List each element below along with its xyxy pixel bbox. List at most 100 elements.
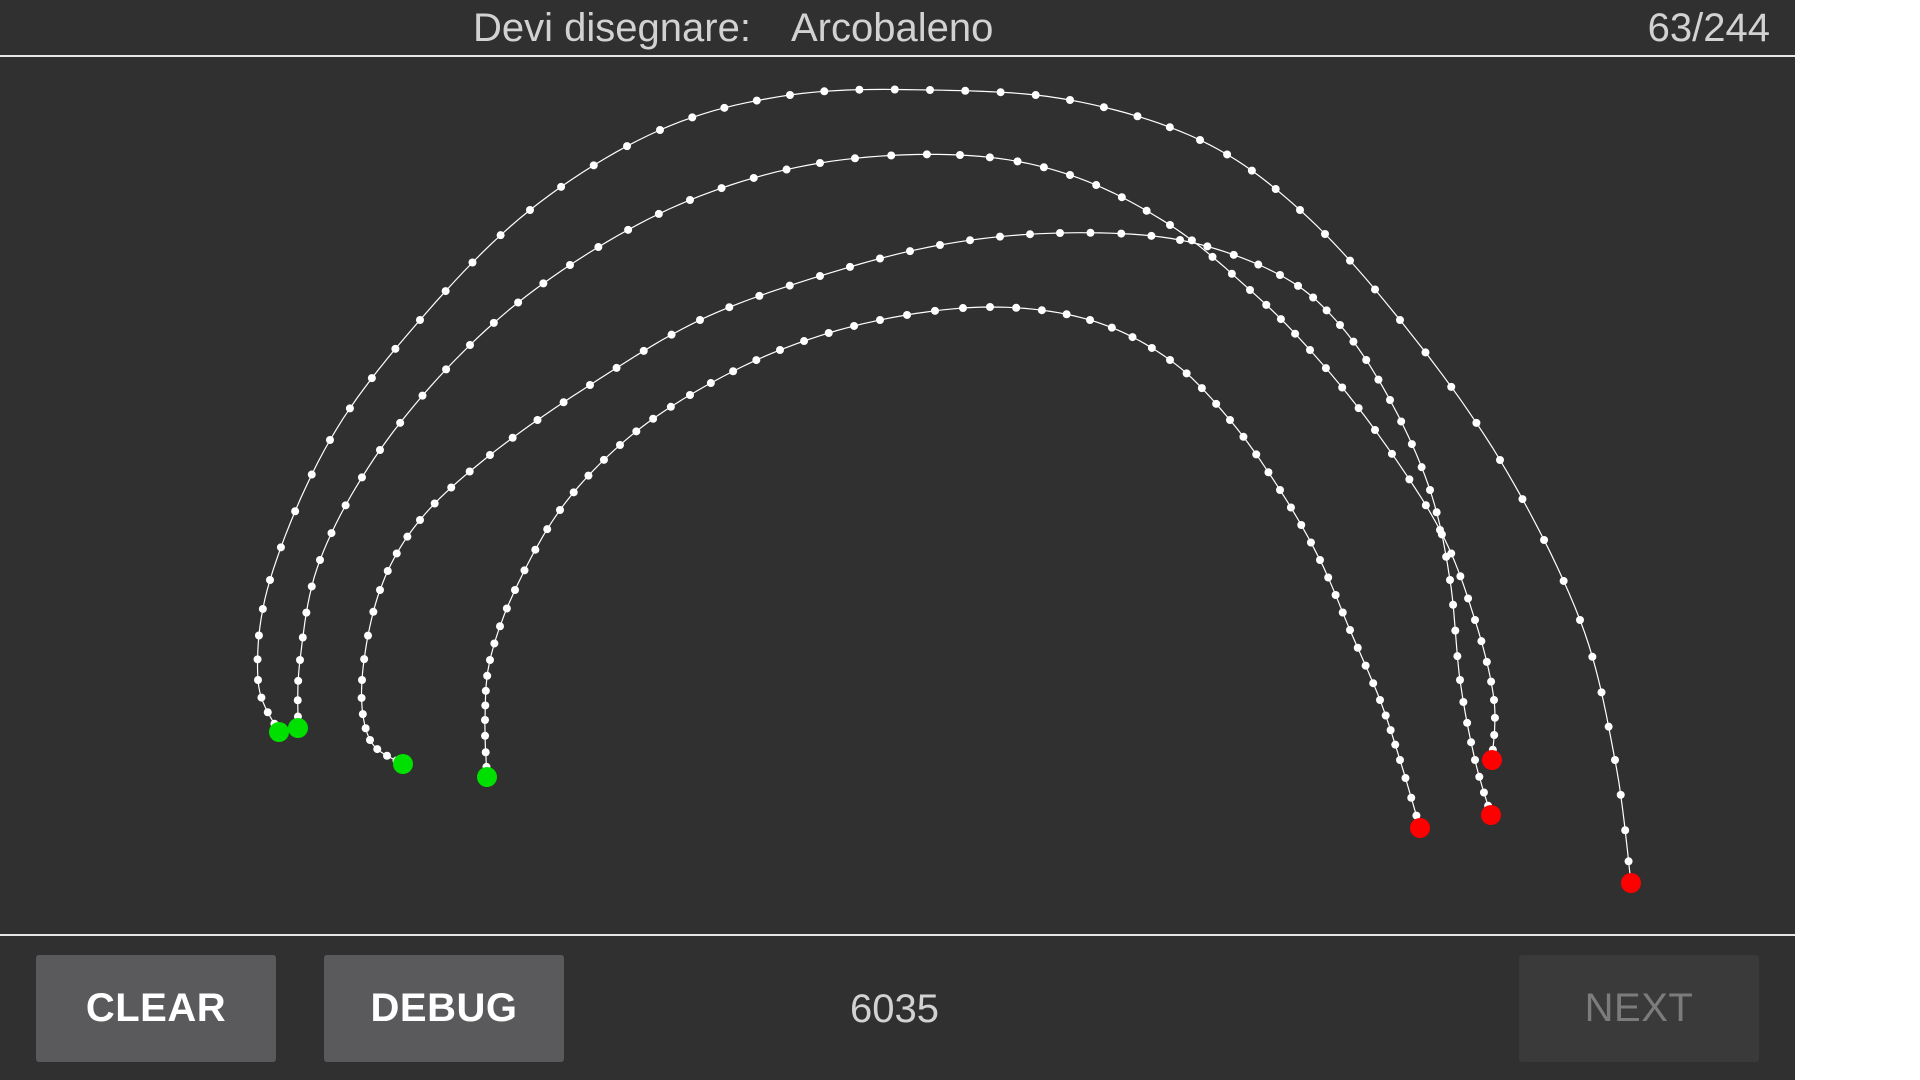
stroke-sample-point bbox=[1417, 463, 1426, 472]
stroke-sample-point bbox=[1271, 184, 1280, 193]
stroke-sample-point bbox=[1197, 384, 1206, 393]
stroke-end-point bbox=[1481, 805, 1501, 825]
stroke-sample-point bbox=[1338, 608, 1347, 617]
stroke-sample-point bbox=[416, 316, 424, 324]
stroke-sample-point bbox=[1387, 449, 1396, 458]
stroke-sample-point bbox=[296, 656, 304, 664]
stroke-sample-point bbox=[599, 455, 608, 464]
stroke-sample-point bbox=[357, 693, 366, 702]
stroke-start-point bbox=[288, 718, 308, 738]
progress-counter: 63/244 bbox=[1647, 6, 1770, 50]
footer-bar: CLEAR DEBUG 6035 NEXT bbox=[0, 934, 1795, 1080]
stroke-sample-point bbox=[1264, 468, 1273, 477]
stroke-sample-point bbox=[254, 676, 262, 684]
stroke-sample-point bbox=[1346, 256, 1354, 265]
stroke-sample-point bbox=[966, 236, 974, 245]
drawing-app: Devi disegnare: Arcobaleno 63/244 CLEAR … bbox=[0, 0, 1795, 1080]
stroke-sample-point bbox=[1254, 260, 1263, 269]
stroke-sample-point bbox=[1182, 369, 1191, 378]
stroke-sample-point bbox=[1371, 285, 1379, 294]
stroke-sample-point bbox=[776, 346, 784, 354]
stroke-sample-point bbox=[1056, 229, 1064, 237]
stroke-sample-point bbox=[1321, 364, 1330, 373]
stroke-sample-point bbox=[1026, 230, 1034, 239]
stroke-sample-point bbox=[717, 184, 726, 193]
stroke-sample-point bbox=[533, 416, 542, 424]
stroke-sample-point bbox=[1559, 576, 1568, 585]
stroke-sample-point bbox=[1349, 337, 1358, 346]
stroke-sample-point bbox=[850, 321, 859, 330]
stroke-sample-point bbox=[1437, 530, 1446, 539]
stroke-sample-point bbox=[569, 488, 578, 497]
stroke-sample-point bbox=[1276, 315, 1285, 324]
stroke-sample-point bbox=[1396, 316, 1404, 324]
stroke-sample-point bbox=[667, 330, 676, 339]
stroke-sample-point bbox=[1472, 418, 1481, 427]
stroke-sample-point bbox=[511, 586, 519, 594]
clear-button[interactable]: CLEAR bbox=[36, 955, 276, 1062]
stroke-sample-point bbox=[266, 576, 274, 584]
stroke-sample-point bbox=[1432, 508, 1441, 517]
stroke-sample-point bbox=[1459, 697, 1468, 706]
stroke-sample-point bbox=[1294, 281, 1303, 290]
stroke-line bbox=[360, 232, 1492, 816]
stroke-sample-point bbox=[1062, 310, 1071, 319]
stroke-sample-point bbox=[1276, 486, 1284, 494]
stroke-sample-point bbox=[556, 506, 564, 514]
stroke-sample-point bbox=[1412, 811, 1421, 820]
stroke-sample-point bbox=[316, 556, 324, 564]
stroke-sample-point bbox=[490, 639, 499, 648]
stroke-sample-point bbox=[481, 748, 490, 757]
stroke-sample-point bbox=[526, 206, 534, 214]
stroke-sample-point bbox=[1196, 136, 1204, 144]
stroke-sample-point bbox=[649, 414, 658, 423]
stroke-sample-point bbox=[1338, 383, 1347, 392]
next-button[interactable]: NEXT bbox=[1519, 955, 1759, 1062]
stroke-sample-point bbox=[1147, 343, 1156, 352]
stroke-sample-point bbox=[307, 582, 316, 591]
stroke-sample-point bbox=[442, 365, 451, 374]
stroke-sample-point bbox=[1117, 229, 1126, 238]
stroke-sample-point bbox=[1316, 556, 1324, 564]
stroke-sample-point bbox=[786, 91, 794, 99]
stroke-line bbox=[297, 153, 1496, 761]
stroke-sample-point bbox=[294, 676, 303, 685]
stroke-sample-point bbox=[403, 532, 412, 541]
stroke-sample-point bbox=[1407, 440, 1416, 449]
stroke-sample-point bbox=[986, 303, 994, 311]
stroke-sample-point bbox=[263, 708, 272, 717]
stroke-sample-point bbox=[341, 501, 350, 510]
stroke-sample-point bbox=[466, 341, 474, 349]
stroke-sample-point bbox=[1346, 626, 1354, 634]
stroke-sample-point bbox=[720, 103, 729, 112]
stroke-sample-point bbox=[302, 608, 311, 617]
stroke-sample-point bbox=[1621, 826, 1630, 835]
stroke-sample-point bbox=[531, 545, 540, 554]
stroke-sample-point bbox=[293, 696, 302, 705]
stroke-sample-point bbox=[996, 88, 1005, 97]
stroke-sample-point bbox=[1086, 228, 1095, 237]
stroke-sample-point bbox=[489, 318, 498, 327]
stroke-sample-point bbox=[1487, 677, 1496, 686]
debug-button[interactable]: DEBUG bbox=[324, 955, 564, 1062]
stroke-sample-point bbox=[508, 433, 517, 442]
stroke-sample-point bbox=[785, 281, 794, 290]
stroke-sample-point bbox=[1361, 661, 1370, 670]
stroke-sample-point bbox=[1490, 731, 1499, 739]
stroke-sample-point bbox=[782, 165, 791, 174]
stroke-sample-point bbox=[639, 346, 648, 355]
stroke-sample-point bbox=[1252, 450, 1261, 459]
stroke-sample-point bbox=[936, 241, 944, 249]
stroke-sample-point bbox=[1490, 713, 1499, 722]
stroke-sample-point bbox=[1286, 503, 1295, 512]
drawing-canvas[interactable] bbox=[0, 57, 1795, 934]
stroke-sample-point bbox=[1099, 103, 1108, 112]
stroke-arc-1 bbox=[253, 85, 1641, 893]
stroke-start-point bbox=[393, 754, 413, 774]
stroke-sample-point bbox=[1262, 300, 1271, 309]
stroke-sample-point bbox=[1386, 726, 1395, 735]
stroke-sample-point bbox=[481, 686, 490, 695]
stroke-sample-point bbox=[1133, 112, 1142, 121]
stroke-sample-point bbox=[373, 745, 382, 754]
stroke-sample-point bbox=[1227, 269, 1236, 278]
